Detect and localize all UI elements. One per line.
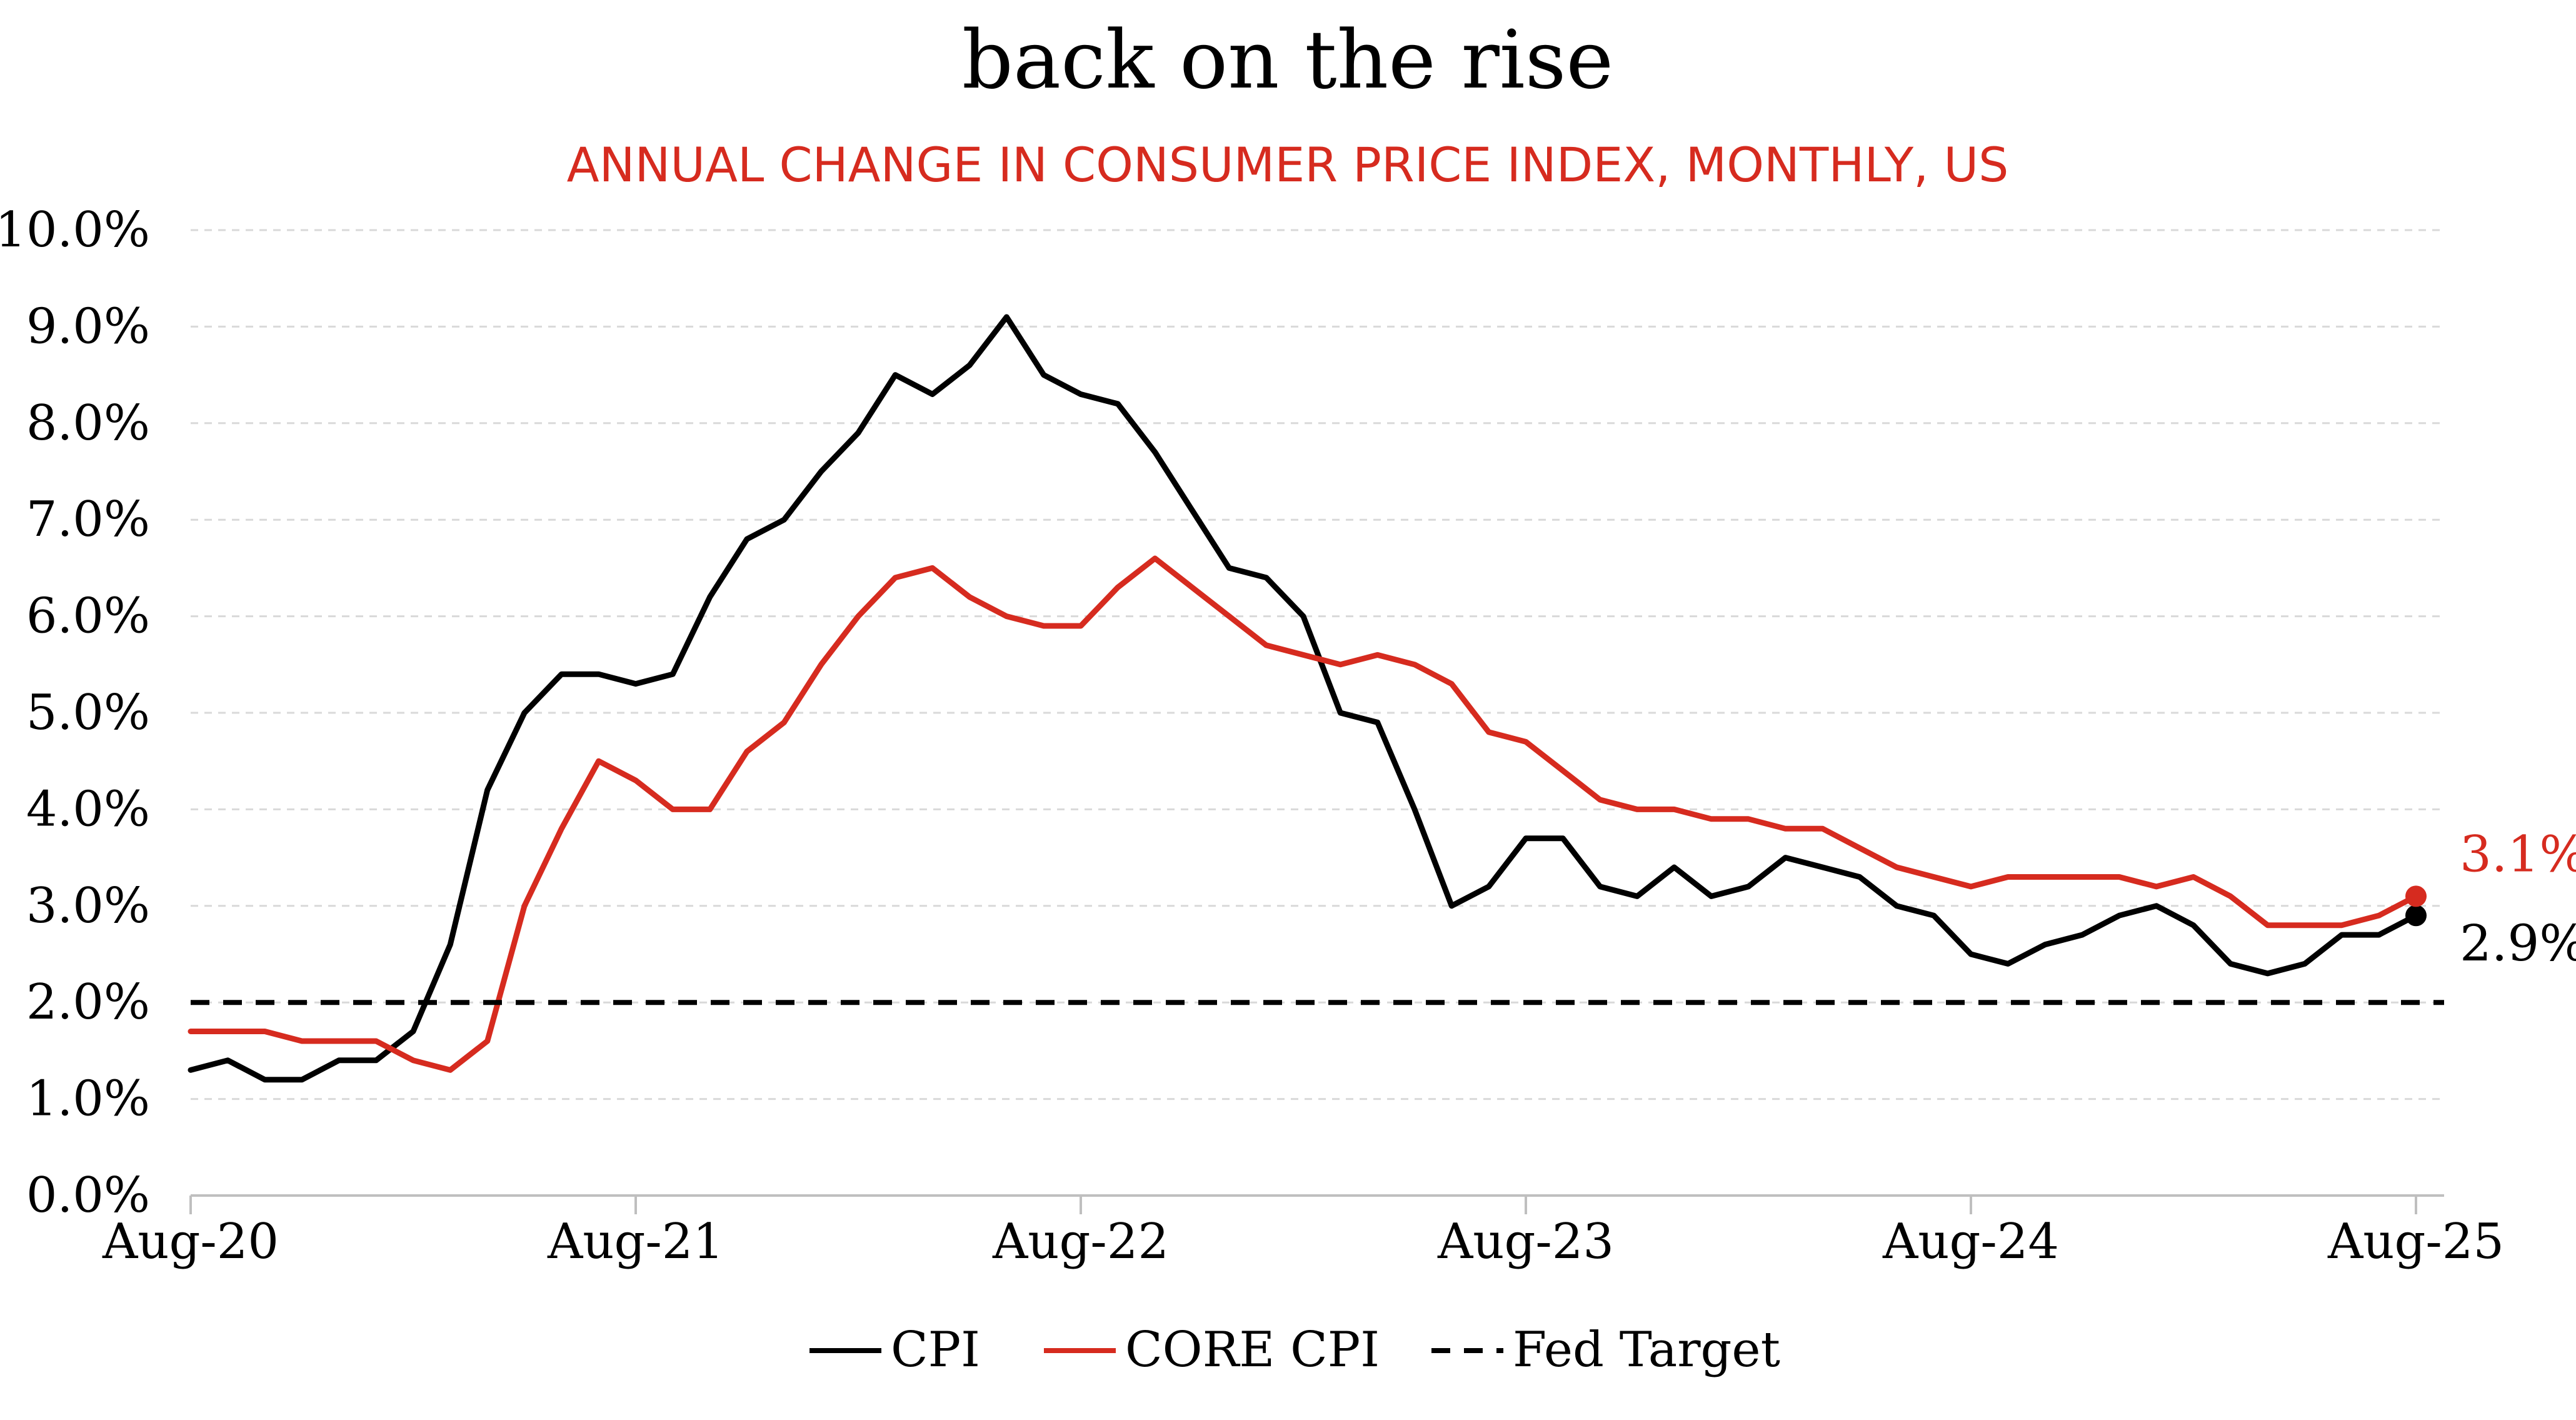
y-tick-label: 1.0% bbox=[26, 1071, 150, 1127]
y-tick-label: 8.0% bbox=[26, 395, 150, 451]
chart-title: back on the rise bbox=[962, 14, 1613, 107]
y-axis: 0.0% 1.0% 2.0% 3.0% 4.0% 5.0% 6.0% 7.0% 8.0% 9.0%… bbox=[0, 202, 150, 1224]
legend-label-fed-target: Fed Target bbox=[1513, 1322, 1780, 1378]
y-tick-label: 6.0% bbox=[26, 588, 150, 645]
end-label-cpi: 2.9% bbox=[2460, 914, 2576, 972]
end-labels: 3.1% 2.9% bbox=[2460, 825, 2576, 972]
gridlines bbox=[191, 229, 2444, 1100]
x-tick-label: Aug-22 bbox=[992, 1214, 1169, 1270]
series-end-point-cpi bbox=[2405, 905, 2427, 927]
legend: CPI CORE CPI Fed Target bbox=[809, 1322, 1780, 1378]
x-tick-label: Aug-21 bbox=[547, 1214, 724, 1270]
y-tick-label: 10.0% bbox=[0, 202, 150, 258]
end-label-core-cpi: 3.1% bbox=[2460, 825, 2576, 883]
legend-label-core-cpi: CORE CPI bbox=[1125, 1322, 1380, 1378]
y-tick-label: 4.0% bbox=[26, 781, 150, 837]
x-tick-label: Aug-25 bbox=[2327, 1214, 2504, 1270]
x-axis: Aug-20 Aug-21 Aug-22 Aug-23 Aug-24 Aug-25 bbox=[102, 1194, 2504, 1270]
series bbox=[188, 314, 2444, 1083]
y-tick-label: 9.0% bbox=[26, 298, 150, 355]
chart-subtitle: ANNUAL CHANGE IN CONSUMER PRICE INDEX, M… bbox=[567, 137, 2009, 193]
series-line-core-cpi bbox=[188, 555, 2419, 1073]
y-tick-label: 5.0% bbox=[26, 685, 150, 741]
y-tick-label: 0.0% bbox=[26, 1167, 150, 1224]
x-tick-label: Aug-23 bbox=[1437, 1214, 1614, 1270]
series-end-point-core-cpi bbox=[2405, 885, 2427, 907]
y-tick-label: 3.0% bbox=[26, 878, 150, 934]
legend-label-cpi: CPI bbox=[891, 1322, 980, 1378]
x-tick-label: Aug-20 bbox=[102, 1214, 279, 1270]
y-tick-label: 7.0% bbox=[26, 491, 150, 548]
y-tick-label: 2.0% bbox=[26, 974, 150, 1030]
x-tick-label: Aug-24 bbox=[1882, 1214, 2059, 1270]
series-line-cpi bbox=[188, 314, 2419, 1083]
